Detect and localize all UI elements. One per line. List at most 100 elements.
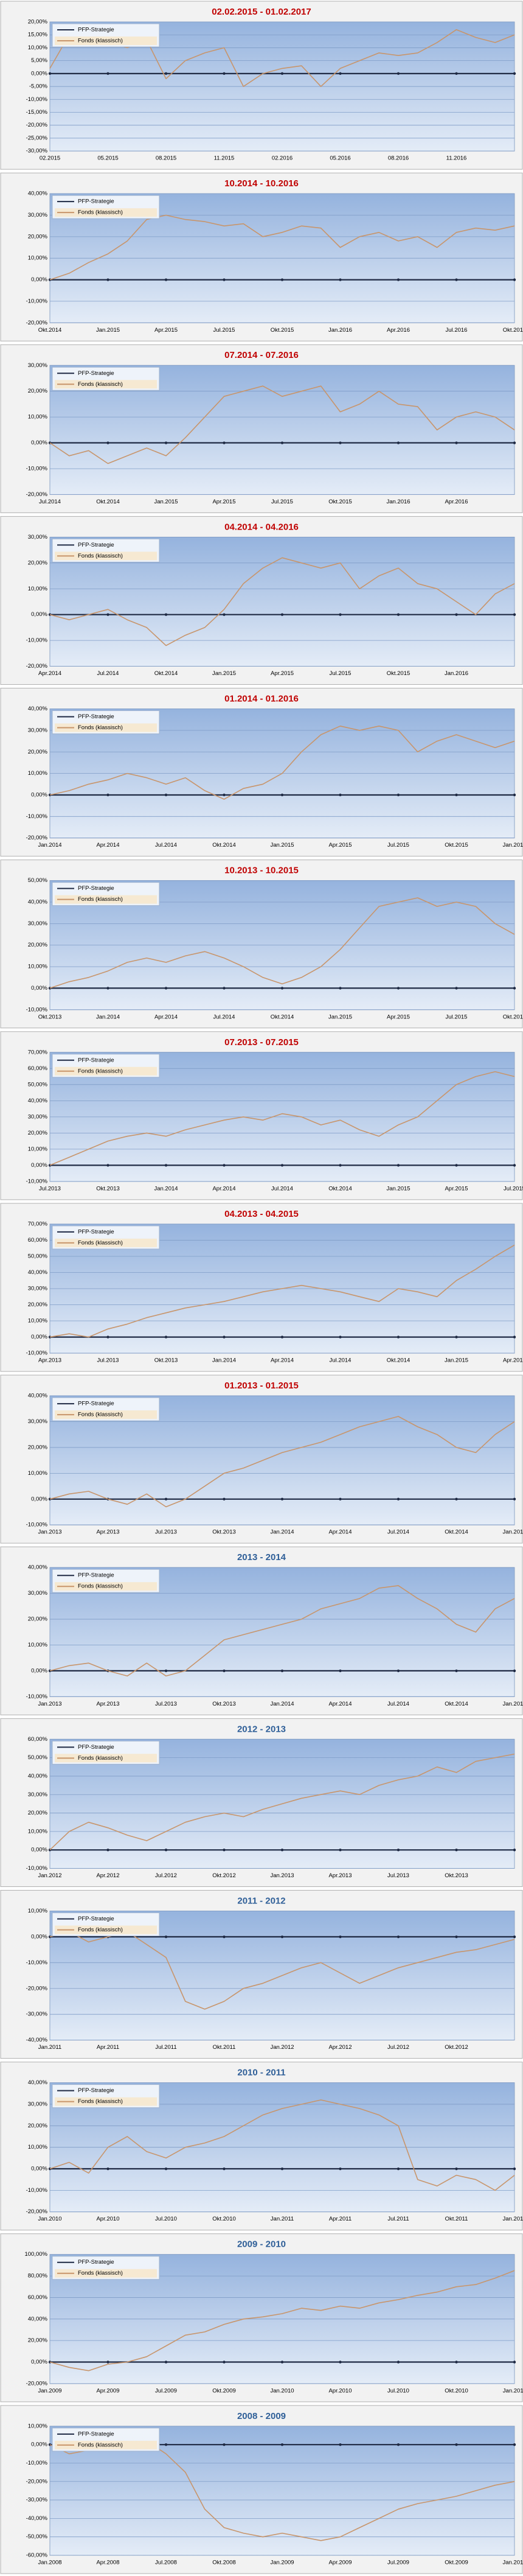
y-tick-label: 50,00%: [28, 1754, 48, 1761]
series-marker: [164, 1935, 168, 1939]
y-tick-label: 0,00%: [31, 439, 47, 446]
y-tick-label: 20,00%: [28, 1616, 48, 1623]
series-marker: [280, 278, 284, 281]
x-tick-label: Jan.2013: [270, 1872, 294, 1879]
y-tick-label: 10,00%: [28, 770, 48, 777]
chart-panel: 2012 - 2013 -10,00% 0,00% 10,00% 20,00% 30,00…: [0, 1718, 523, 1887]
series-marker: [280, 1669, 284, 1673]
legend: PFP-Strategie Fonds (klassisch): [52, 882, 160, 906]
legend-label: PFP-Strategie: [78, 1916, 114, 1922]
series-marker: [280, 1935, 284, 1939]
y-tick-label: 0,00%: [31, 1667, 47, 1674]
y-tick-label: -30,00%: [26, 148, 48, 155]
y-tick-label: 10,00%: [28, 1642, 48, 1648]
series-marker: [513, 278, 516, 281]
legend: PFP-Strategie Fonds (klassisch): [52, 710, 160, 735]
series-marker: [397, 1669, 400, 1673]
x-tick-label: 11.2015: [214, 155, 235, 162]
series-marker: [106, 1164, 109, 1167]
y-tick-label: -20,00%: [26, 2380, 48, 2387]
y-tick-label: 40,00%: [28, 1393, 48, 1399]
legend-label: Fonds (klassisch): [78, 2098, 123, 2105]
series-marker: [339, 613, 342, 616]
series-marker: [397, 72, 400, 75]
y-tick-label: -25,00%: [26, 135, 48, 141]
y-tick-label: 40,00%: [28, 1564, 48, 1571]
y-tick-label: 20,00%: [28, 1810, 48, 1816]
x-tick-label: Apr.2010: [96, 2216, 119, 2222]
y-tick-label: -15,00%: [26, 109, 48, 116]
x-tick-label: Jul.2013: [155, 1701, 177, 1707]
y-tick-label: -10,00%: [26, 1865, 48, 1872]
x-tick-label: Jan.2012: [270, 2044, 294, 2051]
legend-entry-bg: [55, 1925, 157, 1934]
chart-panel: 2013 - 2014 -10,00% 0,00% 10,00% 20,00% 30,00…: [0, 1546, 523, 1715]
series-marker: [280, 1848, 284, 1852]
x-tick-label: Okt.2016: [503, 327, 523, 334]
legend-label: PFP-Strategie: [78, 713, 114, 720]
y-tick-label: 20,00%: [28, 749, 48, 755]
x-tick-label: Apr.2012: [328, 2044, 352, 2051]
x-tick-label: Jan.2016: [502, 842, 523, 849]
x-tick-label: Jan.2009: [270, 2560, 294, 2566]
x-tick-label: Okt.2014: [96, 499, 120, 505]
legend-entry-bg: [55, 208, 157, 217]
x-tick-label: Okt.2009: [212, 2387, 236, 2394]
series-marker: [339, 1335, 342, 1339]
x-tick-label: 05.2015: [97, 155, 118, 162]
y-tick-label: -10,00%: [26, 465, 48, 472]
x-tick-label: Okt.2014: [271, 1013, 294, 1020]
legend-entry-bg: [55, 1754, 157, 1763]
series-marker: [223, 2361, 226, 2364]
y-tick-label: 40,00%: [28, 1269, 48, 1276]
x-tick-label: Apr.2015: [212, 499, 235, 505]
y-tick-label: 0,00%: [31, 1933, 47, 1940]
series-marker: [223, 1935, 226, 1939]
y-tick-label: 30,00%: [28, 1113, 48, 1120]
series-marker: [455, 1848, 458, 1852]
y-tick-label: 10,00%: [28, 255, 48, 262]
chart-title: 2013 - 2014: [237, 1552, 286, 1563]
x-tick-label: Okt.2011: [445, 2216, 468, 2222]
y-tick-label: -10,00%: [26, 1178, 48, 1185]
series-marker: [339, 278, 342, 281]
legend: PFP-Strategie Fonds (klassisch): [52, 1912, 160, 1936]
x-tick-label: Jul.2015: [213, 327, 235, 334]
y-tick-label: -20,00%: [26, 122, 48, 128]
x-tick-label: Jan.2008: [38, 2560, 61, 2566]
x-tick-label: Okt.2015: [387, 670, 410, 677]
y-tick-label: 10,00%: [28, 586, 48, 592]
legend-entry-bg: [55, 1582, 157, 1591]
y-tick-label: 20,00%: [28, 233, 48, 240]
series-marker: [164, 2443, 168, 2446]
chart-title: 01.2014 - 01.2016: [224, 694, 299, 704]
series-marker: [455, 2167, 458, 2171]
legend: PFP-Strategie Fonds (klassisch): [52, 1569, 160, 1593]
series-line: [49, 726, 515, 800]
x-tick-label: Jan.2010: [38, 2216, 61, 2222]
y-tick-label: 20,00%: [28, 388, 48, 394]
x-tick-label: Okt.2013: [212, 1701, 236, 1707]
y-tick-label: 5,00%: [31, 57, 47, 64]
x-tick-label: Apr.2013: [328, 1872, 352, 1879]
x-tick-label: Okt.2013: [154, 1357, 178, 1364]
series-marker: [455, 1164, 458, 1167]
y-tick-label: 10,00%: [28, 414, 48, 421]
y-tick-label: -10,00%: [26, 1350, 48, 1357]
y-tick-label: 40,00%: [28, 1773, 48, 1779]
chart-panel: 01.2014 - 01.2016 -20,00% -10,00% 0,00% 10,0…: [0, 688, 523, 857]
x-tick-label: Okt.2013: [445, 1872, 468, 1879]
series-marker: [164, 793, 168, 797]
y-tick-label: 30,00%: [28, 1590, 48, 1597]
x-tick-label: Okt.2013: [212, 1529, 236, 1536]
x-tick-label: Jul.2014: [213, 1013, 235, 1020]
legend-entry-bg: [55, 380, 157, 389]
y-tick-label: 15,00%: [28, 32, 48, 38]
x-tick-label: Jul.2014: [330, 1357, 352, 1364]
y-tick-label: 20,00%: [28, 559, 48, 566]
y-tick-label: 80,00%: [28, 2273, 48, 2280]
series-marker: [106, 2167, 109, 2171]
legend-label: PFP-Strategie: [78, 2431, 114, 2437]
series-line: [49, 1416, 515, 1508]
x-tick-label: Jul.2010: [387, 2387, 409, 2394]
